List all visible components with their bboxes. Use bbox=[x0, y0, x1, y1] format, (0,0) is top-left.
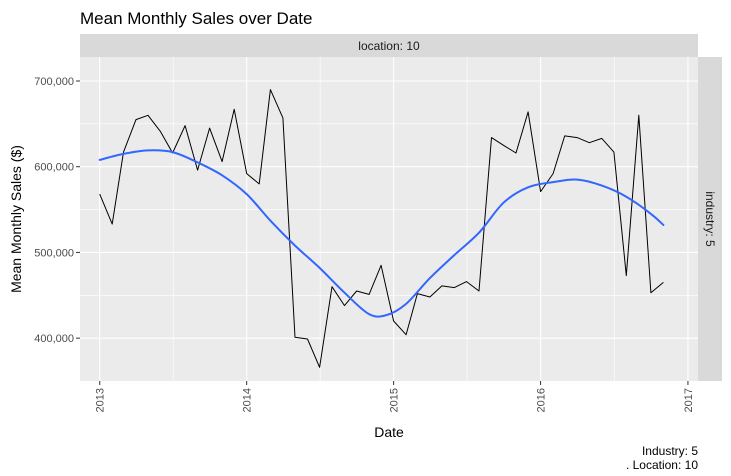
x-axis-label: Date bbox=[374, 424, 404, 440]
facet-strip-top bbox=[80, 34, 698, 57]
x-tick-label: 2017 bbox=[683, 388, 695, 412]
facet-top-label: location: 10 bbox=[358, 39, 420, 53]
axes: 400,000 500,000 600,000 700,000 2013 2014 2015… bbox=[34, 76, 695, 412]
caption-line-1: Industry: 5 bbox=[642, 444, 698, 458]
facet-strip-right bbox=[698, 57, 722, 381]
grid bbox=[80, 57, 698, 381]
x-tick-label: 2013 bbox=[95, 388, 107, 412]
y-tick-label: 400,000 bbox=[34, 333, 74, 345]
y-tick-label: 700,000 bbox=[34, 76, 74, 88]
y-tick-label: 500,000 bbox=[34, 247, 74, 259]
series-layer bbox=[98, 89, 665, 368]
smooth-trend-line bbox=[98, 149, 665, 318]
x-tick-label: 2015 bbox=[389, 388, 401, 412]
sales-line bbox=[99, 89, 664, 368]
x-tick-label: 2014 bbox=[242, 388, 254, 412]
chart-title: Mean Monthly Sales over Date bbox=[80, 9, 312, 28]
y-axis-label: Mean Monthly Sales ($) bbox=[8, 145, 24, 293]
x-tick-label: 2016 bbox=[536, 388, 548, 412]
facet-right-label: industry: 5 bbox=[703, 191, 717, 247]
plot-panel bbox=[80, 57, 698, 381]
caption-line-2: . Location: 10 bbox=[626, 458, 698, 472]
y-tick-label: 600,000 bbox=[34, 162, 74, 174]
